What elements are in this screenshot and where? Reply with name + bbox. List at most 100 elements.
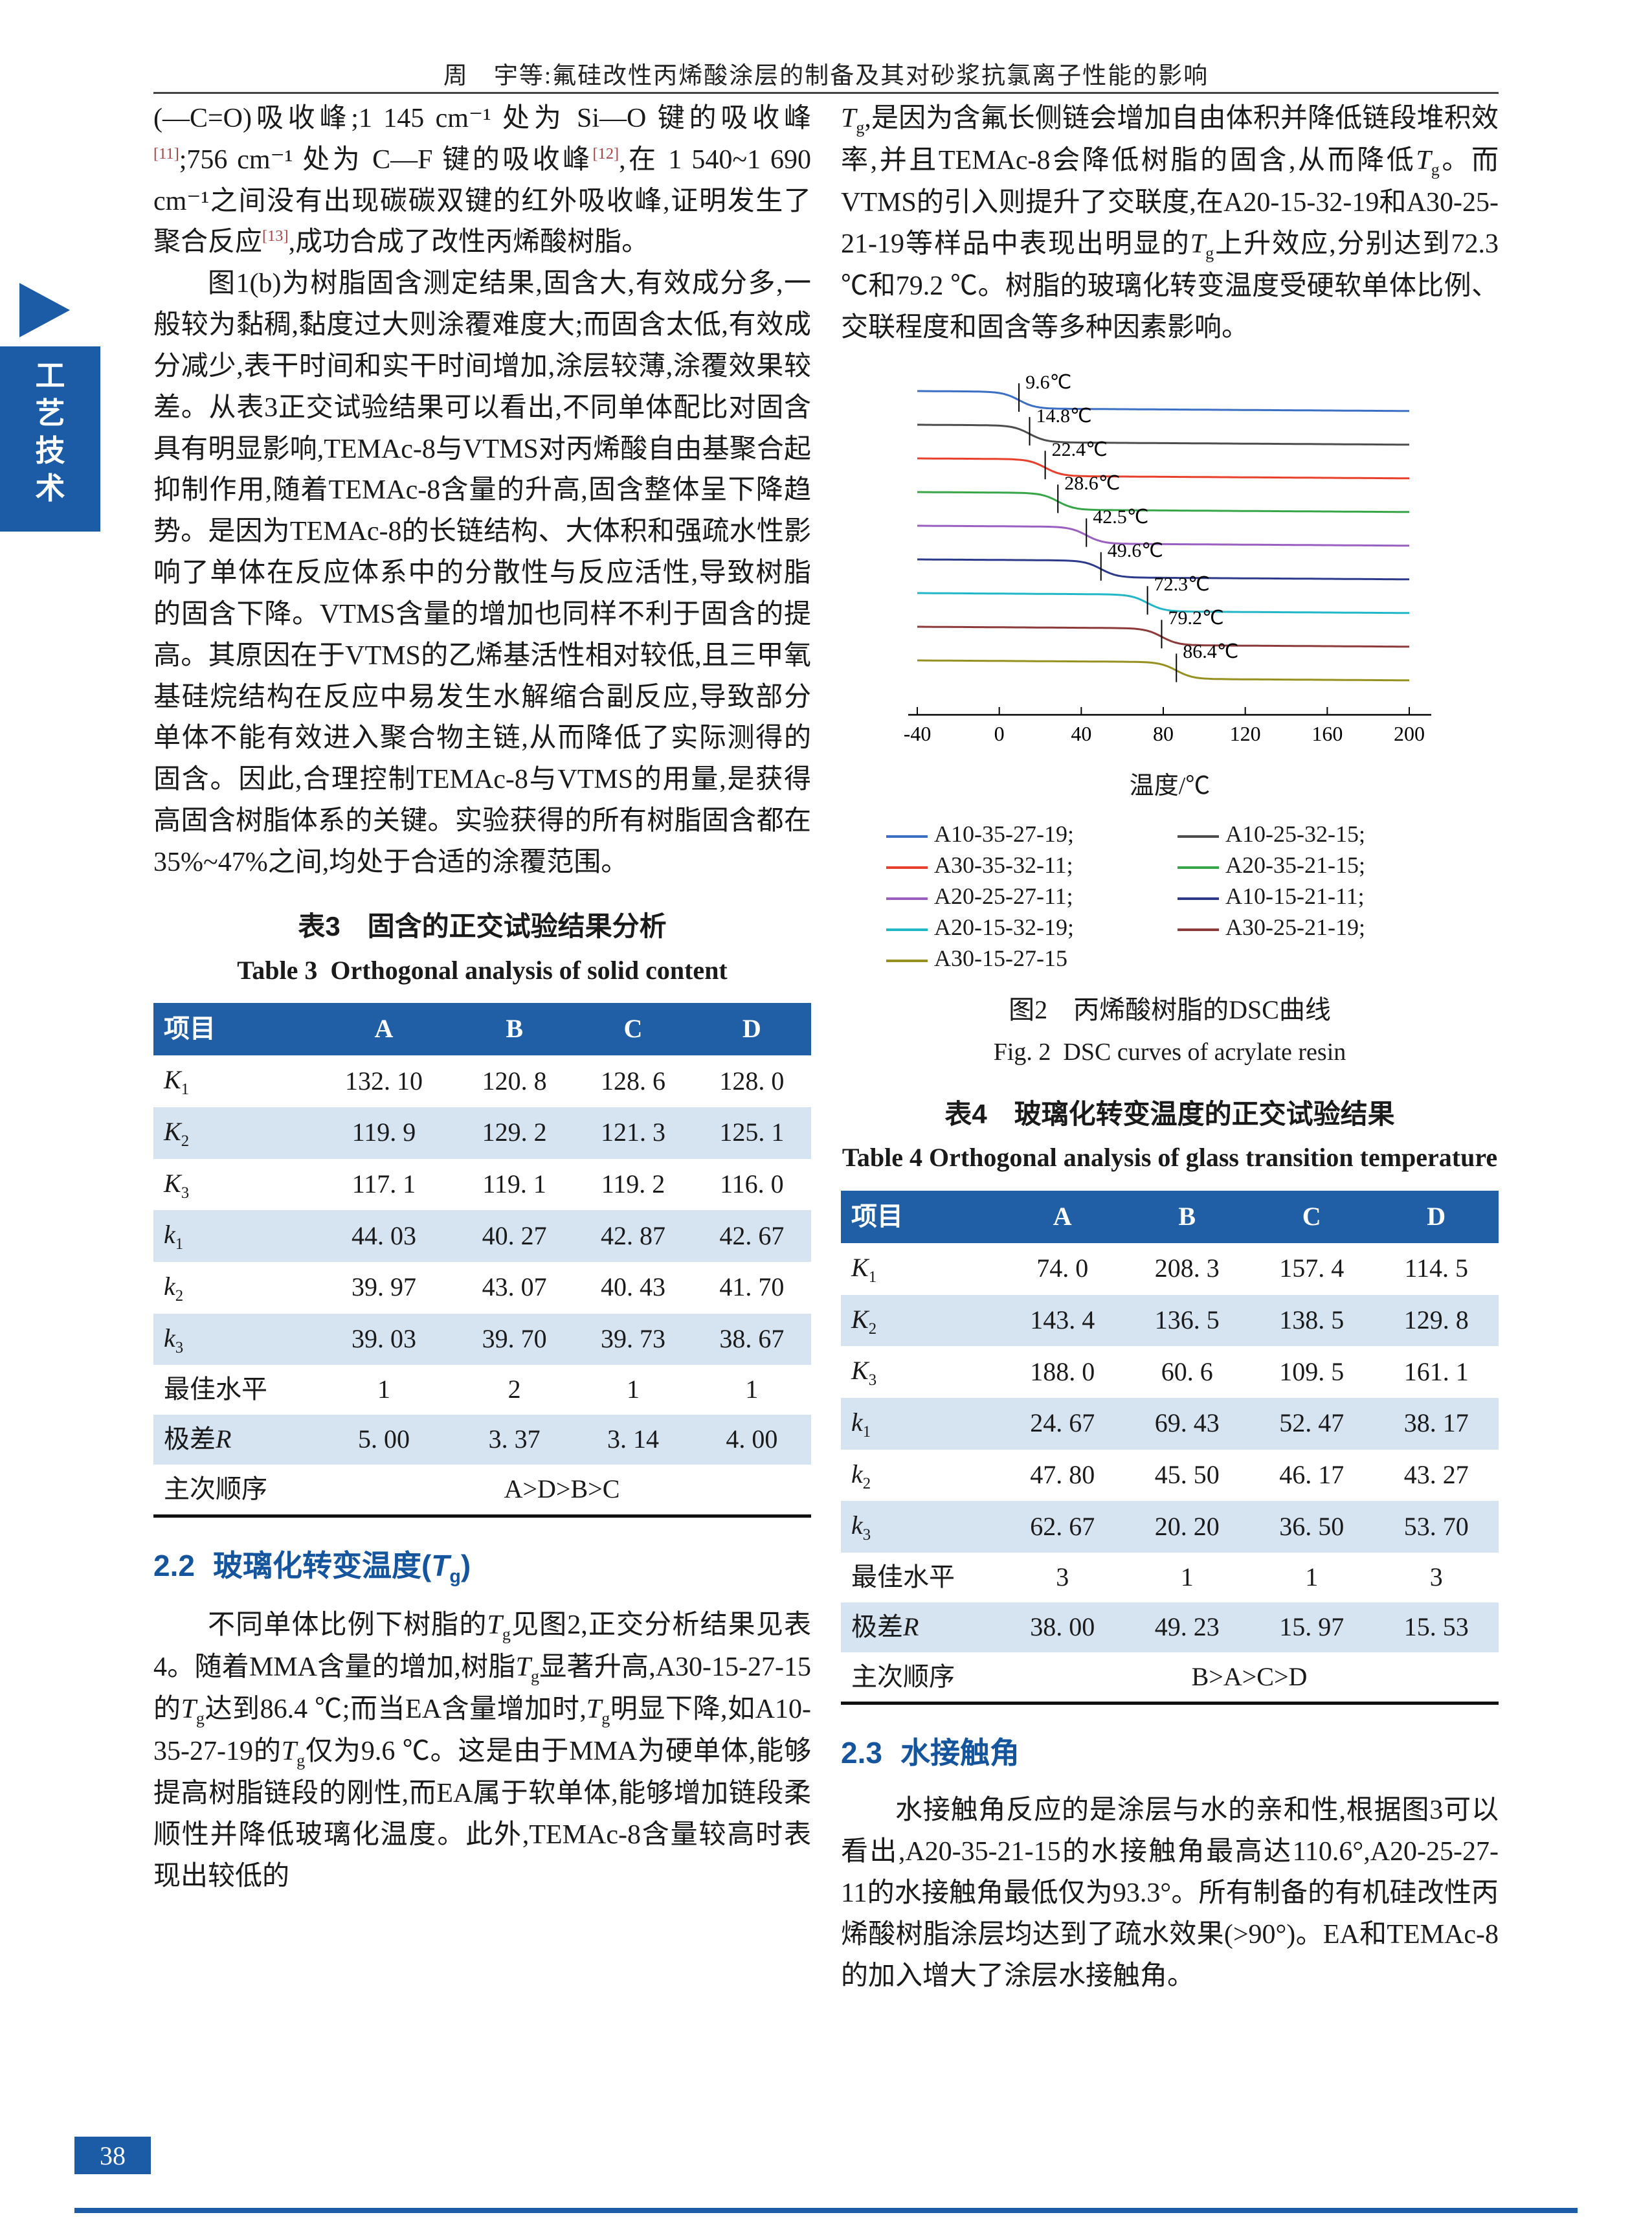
x-tick-label: 200 xyxy=(1394,722,1425,745)
cell-value: 121. 3 xyxy=(600,1118,665,1147)
cell-value: 125. 1 xyxy=(719,1118,785,1147)
section-number: 2.3 xyxy=(841,1736,882,1770)
x-axis-label: 温度/℃ xyxy=(1129,772,1211,800)
row-label: K2 xyxy=(164,1116,190,1150)
cell-value: 1 xyxy=(377,1375,390,1404)
cell-value: 1 xyxy=(1180,1562,1194,1592)
legend-row: A30-35-32-11; A20-35-21-15; xyxy=(878,849,1461,881)
cell-value: 208. 3 xyxy=(1154,1254,1220,1283)
legend-item: A30-15-27-15 xyxy=(878,943,1178,974)
column-header: 项目 xyxy=(153,1003,313,1056)
cell-value: 44. 03 xyxy=(352,1220,416,1250)
cell-value: 119. 9 xyxy=(352,1118,416,1147)
cell-value: 38. 00 xyxy=(1030,1612,1095,1641)
paragraph: 水接触角反应的是涂层与水的亲和性,根据图3可以看出,A20-35-21-15的水… xyxy=(841,1795,1499,1991)
row-label: k3 xyxy=(851,1511,871,1544)
paragraph: Tg,是因为含氟长侧链会增加自由体积并降低链段堆积效率,并且TEMAc-8会降低… xyxy=(841,104,1499,343)
dsc-curve xyxy=(917,390,1409,412)
column-header: B xyxy=(1124,1191,1249,1243)
cell-value: 116. 0 xyxy=(720,1169,784,1198)
row-label: K1 xyxy=(164,1065,190,1099)
legend-label: A20-35-21-15; xyxy=(1225,851,1365,878)
legend-item: A10-25-32-15; xyxy=(1170,818,1461,849)
cell-value: 15. 53 xyxy=(1403,1612,1469,1641)
cell-value: 132. 10 xyxy=(345,1066,423,1096)
dsc-curve xyxy=(917,659,1409,682)
cell-value: 15. 97 xyxy=(1279,1612,1345,1641)
column-header: C xyxy=(1249,1191,1374,1243)
row-label: K2 xyxy=(851,1304,877,1338)
table-row: K3 117. 1 119. 1 119. 2 116. 0 xyxy=(153,1159,811,1211)
sidebar-char: 术 xyxy=(35,471,65,505)
footer-rule xyxy=(74,2208,1578,2213)
row-label: K3 xyxy=(164,1168,190,1202)
row-label: 极差R xyxy=(851,1612,919,1641)
cell-value: 161. 1 xyxy=(1403,1356,1469,1386)
paragraph: 不同单体比例下树脂的Tg见图2,正交分析结果见表4。随着MMA含量的增加,树脂T… xyxy=(153,1610,811,1891)
tg-annotation: 49.6℃ xyxy=(1108,540,1163,561)
cell-value: 43. 07 xyxy=(482,1272,547,1302)
header-rule xyxy=(153,92,1499,94)
sidebar-vertical-label: 工艺技术 xyxy=(0,346,100,532)
x-tick-label: 80 xyxy=(1153,722,1174,745)
cell-value: 188. 0 xyxy=(1030,1356,1095,1386)
cell-value: 3 xyxy=(1429,1562,1443,1592)
row-label: K1 xyxy=(851,1252,877,1286)
cell-value: 1 xyxy=(745,1375,759,1404)
arrow-right-icon xyxy=(19,283,70,337)
cell-value: 120. 8 xyxy=(482,1066,547,1096)
table-row: 极差R 5. 00 3. 37 3. 14 4. 00 xyxy=(153,1415,811,1465)
x-tick-label: 40 xyxy=(1071,722,1091,745)
cell-value: 53. 70 xyxy=(1403,1511,1469,1541)
column-header: C xyxy=(574,1003,693,1056)
row-label: k2 xyxy=(851,1459,871,1492)
legend-label: A10-25-32-15; xyxy=(1225,820,1365,847)
legend-swatch xyxy=(886,959,928,962)
x-tick-label: 0 xyxy=(994,722,1005,745)
cell-value: 46. 17 xyxy=(1279,1460,1345,1490)
legend-row: A10-35-27-19; A10-25-32-15; xyxy=(878,818,1461,849)
cell-value: 1 xyxy=(626,1375,640,1404)
cell-value: 20. 20 xyxy=(1154,1511,1220,1541)
dsc-curve xyxy=(917,457,1409,480)
cell-value: 157. 4 xyxy=(1279,1254,1345,1283)
sidebar-char: 工 xyxy=(35,359,65,392)
cell-value: 39. 73 xyxy=(600,1324,665,1354)
tg-annotation: 14.8℃ xyxy=(1036,405,1092,427)
paragraph: 图1(b)为树脂固含测定结果,固含大,有效成分多,一般较为黏稠,黏度过大则涂覆难… xyxy=(153,269,811,877)
legend-item: A30-35-32-11; xyxy=(878,849,1170,881)
cell-value: 36. 50 xyxy=(1279,1511,1345,1541)
dsc-curve xyxy=(917,592,1409,614)
legend-swatch xyxy=(886,835,928,838)
row-label: k3 xyxy=(164,1323,184,1356)
tg-annotation: 42.5℃ xyxy=(1093,506,1148,528)
row-label: 最佳水平 xyxy=(851,1562,955,1592)
column-header: D xyxy=(692,1003,811,1056)
cell-value: 128. 6 xyxy=(600,1066,665,1096)
legend-item: A30-25-21-19; xyxy=(1170,912,1461,943)
row-span-value: B>A>C>D xyxy=(1000,1652,1499,1705)
table-row: 最佳水平 3 1 1 3 xyxy=(841,1553,1499,1602)
table-row: K3 188. 0 60. 6 109. 5 161. 1 xyxy=(841,1346,1499,1398)
legend-item: A20-15-32-19; xyxy=(878,912,1170,943)
right-column: Tg,是因为含氟长侧链会增加自由体积并降低链段堆积效率,并且TEMAc-8会降低… xyxy=(841,98,1499,1997)
running-header: 周 宇等:氟硅改性丙烯酸涂层的制备及其对砂浆抗氯离子性能的影响 xyxy=(443,63,1209,89)
cell-value: 3 xyxy=(1056,1562,1069,1592)
legend-row: A30-15-27-15 xyxy=(878,943,1461,974)
legend-swatch xyxy=(886,866,928,869)
legend-label: A30-15-27-15 xyxy=(934,945,1067,971)
cell-value: 41. 70 xyxy=(719,1272,785,1302)
row-label: K3 xyxy=(851,1356,877,1389)
cell-value: 129. 2 xyxy=(482,1118,547,1147)
cell-value: 45. 50 xyxy=(1154,1460,1220,1490)
cell-value: 128. 0 xyxy=(719,1066,785,1096)
x-tick-label: 160 xyxy=(1312,722,1343,745)
legend-label: A30-35-32-11; xyxy=(934,851,1073,878)
paragraph: (—C=O)吸收峰;1 145 cm⁻¹ 处为 Si—O 键的吸收峰[11];7… xyxy=(153,104,811,258)
legend-swatch xyxy=(1178,866,1219,869)
cell-value: 42. 67 xyxy=(719,1220,785,1250)
row-label: k1 xyxy=(851,1408,871,1441)
tg-table: 项目 A B C D K1 74. 0 208. 3 157. 4 114. 5 K2 143. 4 1… xyxy=(841,1191,1499,1705)
cell-value: 3. 14 xyxy=(607,1424,659,1454)
